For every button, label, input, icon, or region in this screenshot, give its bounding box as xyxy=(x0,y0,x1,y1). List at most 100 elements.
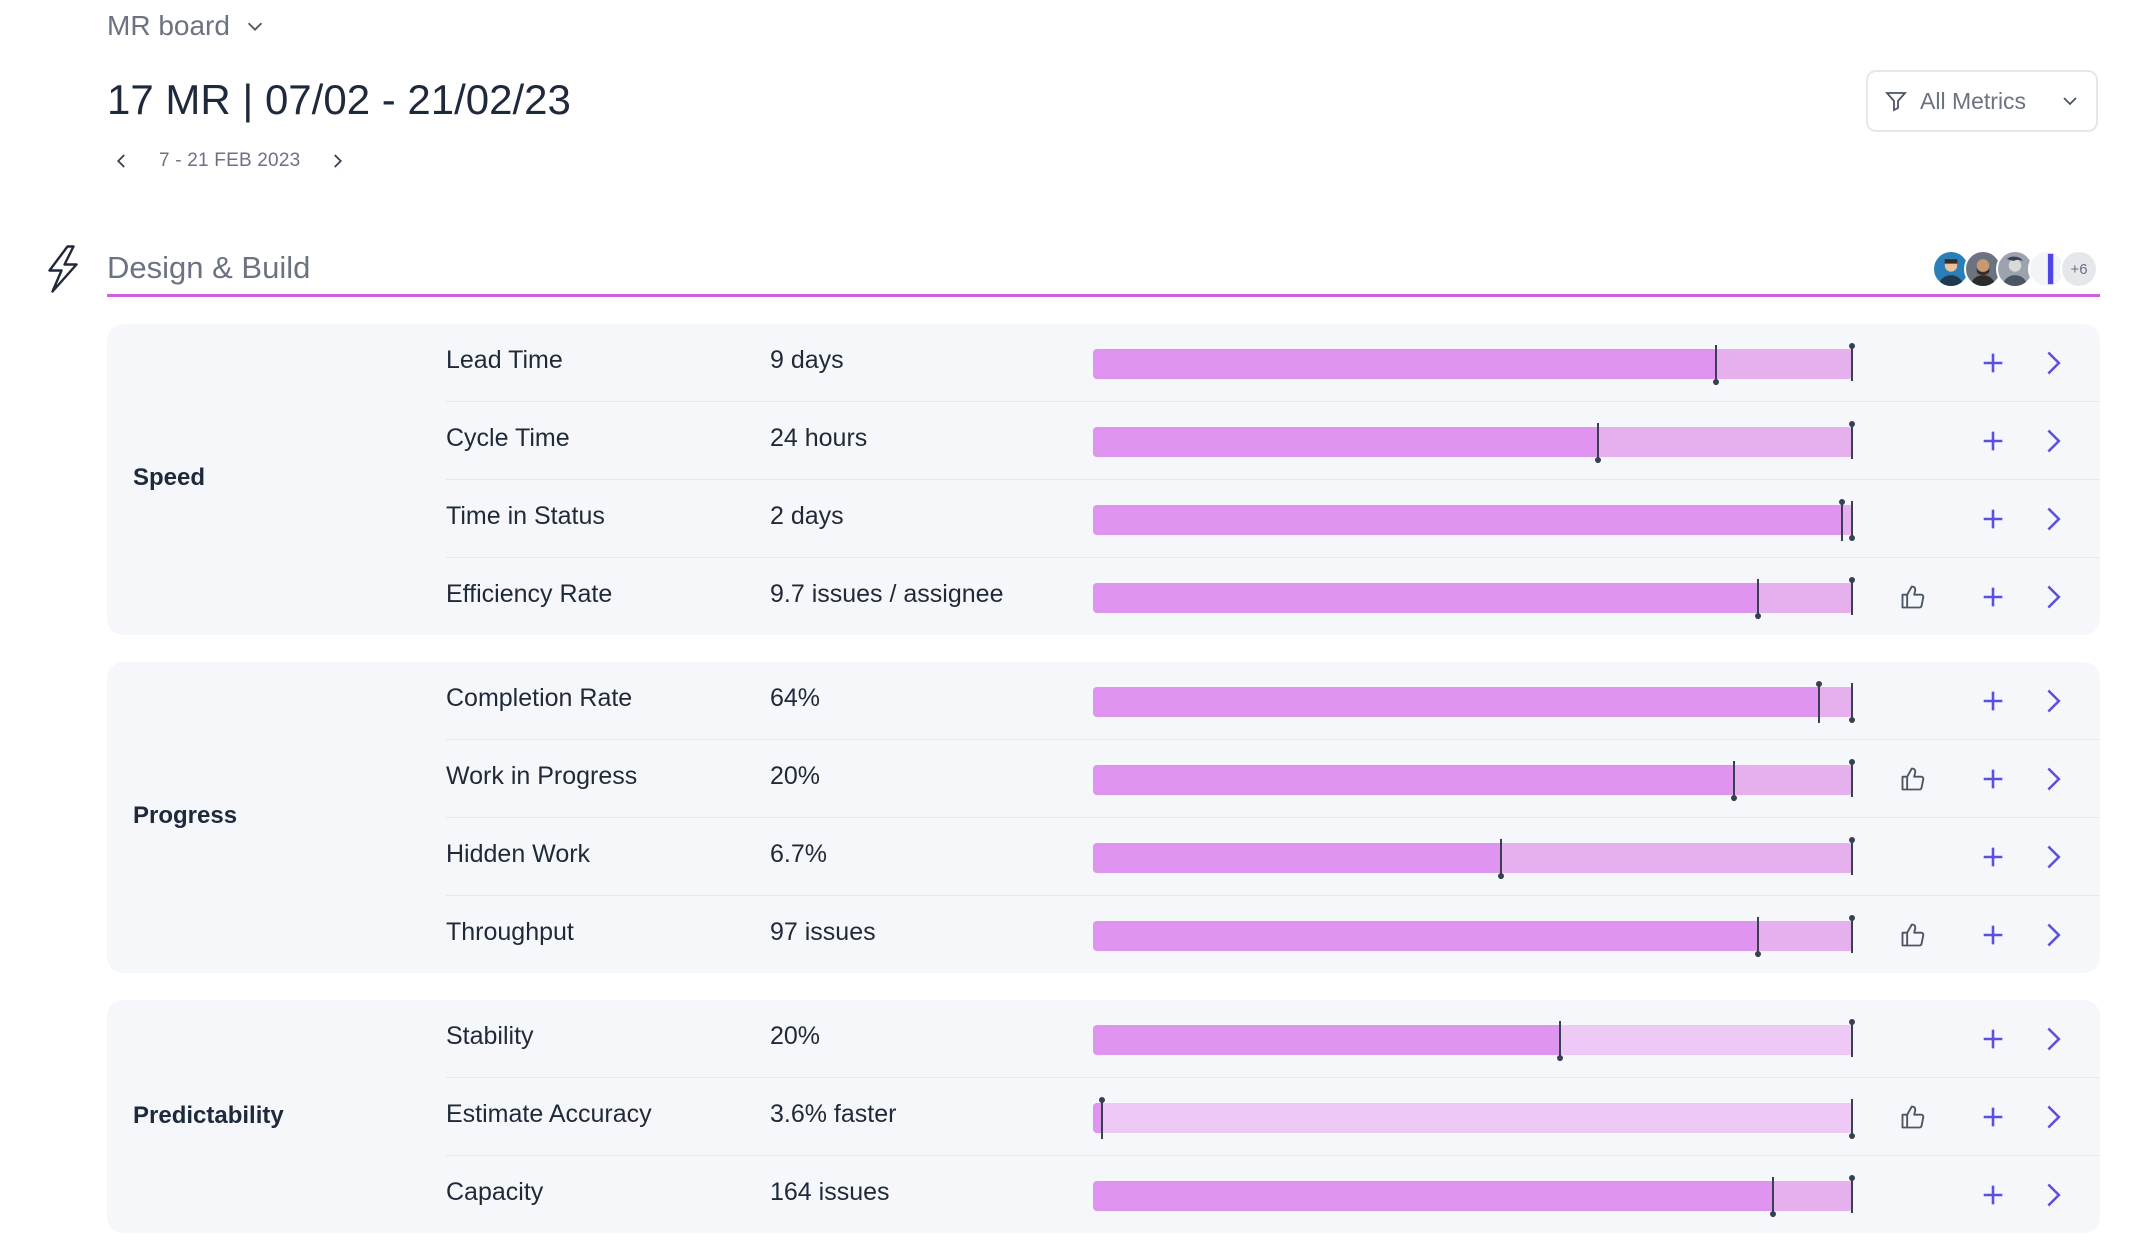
target-marker xyxy=(1851,423,1853,459)
avatar[interactable] xyxy=(1996,250,2034,288)
metric-value: 2 days xyxy=(770,502,844,530)
chevron-right-icon xyxy=(2047,923,2061,947)
open-metric-button[interactable] xyxy=(2033,759,2073,799)
chevron-right-icon xyxy=(2047,1105,2061,1129)
metric-value: 20% xyxy=(770,762,821,790)
plus-icon xyxy=(1983,587,2003,607)
metric-name: Efficiency Rate xyxy=(446,580,613,608)
open-metric-button[interactable] xyxy=(2033,1019,2073,1059)
group-progress: Progress Completion Rate 64% Work in Pro… xyxy=(107,662,2100,973)
current-marker-dot xyxy=(1099,1097,1106,1103)
current-marker xyxy=(1757,579,1759,619)
thumbs-up-icon xyxy=(1901,767,1925,791)
add-button[interactable] xyxy=(1973,421,2013,461)
target-marker xyxy=(1851,579,1853,615)
open-metric-button[interactable] xyxy=(2033,421,2073,461)
metric-name: Completion Rate xyxy=(446,684,633,712)
row-divider xyxy=(446,817,2100,818)
like-button[interactable] xyxy=(1893,1097,1933,1137)
row-divider xyxy=(446,1077,2100,1078)
open-metric-button[interactable] xyxy=(2033,837,2073,877)
add-button[interactable] xyxy=(1973,343,2013,383)
target-marker xyxy=(1851,501,1853,537)
current-marker-dot xyxy=(1755,613,1761,619)
plus-icon xyxy=(1983,847,2003,867)
current-marker-dot xyxy=(1498,873,1505,879)
add-button[interactable] xyxy=(1973,915,2013,955)
current-marker xyxy=(1559,1021,1562,1061)
target-marker xyxy=(1851,917,1853,953)
page-title: 17 MR | 07/02 - 21/02/23 xyxy=(107,76,571,123)
row-divider xyxy=(446,401,2100,402)
more-members-badge[interactable]: +6 xyxy=(2060,250,2098,288)
progress-fill xyxy=(1093,427,1599,457)
thumbs-up-icon xyxy=(1901,1105,1925,1129)
progress-fill xyxy=(1093,583,1758,613)
like-button[interactable] xyxy=(1893,915,1933,955)
group-predictability: Predictability Stability 20% Estimate Ac… xyxy=(107,1000,2100,1233)
metric-name: Work in Progress xyxy=(446,762,638,790)
add-button[interactable] xyxy=(1973,499,2013,539)
metric-value: 9 days xyxy=(770,346,844,374)
current-marker-dot xyxy=(1838,499,1845,505)
current-marker xyxy=(1757,917,1759,957)
metric-name: Capacity xyxy=(446,1178,544,1206)
open-metric-button[interactable] xyxy=(2033,577,2073,617)
previous-period-button[interactable] xyxy=(107,146,137,176)
chevron-right-icon xyxy=(2047,767,2061,791)
avatar[interactable] xyxy=(1964,250,2002,288)
add-button[interactable] xyxy=(1973,1019,2013,1059)
next-period-button[interactable] xyxy=(322,146,352,176)
open-metric-button[interactable] xyxy=(2033,681,2073,721)
metric-value: 24 hours xyxy=(770,424,868,452)
current-marker-dot xyxy=(1730,795,1737,801)
board-selector[interactable]: MR board xyxy=(107,10,266,42)
like-button[interactable] xyxy=(1893,577,1933,617)
open-metric-button[interactable] xyxy=(2033,343,2073,383)
add-button[interactable] xyxy=(1973,837,2013,877)
open-metric-button[interactable] xyxy=(2033,1175,2073,1215)
target-marker-dot xyxy=(1849,1175,1855,1181)
open-metric-button[interactable] xyxy=(2033,1097,2073,1137)
current-marker-dot xyxy=(1713,379,1720,385)
add-button[interactable] xyxy=(1973,577,2013,617)
plus-icon xyxy=(1983,353,2003,373)
metric-row: Cycle Time 24 hours xyxy=(107,402,2100,480)
target-marker xyxy=(1851,345,1853,381)
target-marker-dot xyxy=(1849,1019,1855,1025)
current-marker xyxy=(1500,839,1503,879)
metrics-filter-dropdown[interactable]: All Metrics xyxy=(1866,70,2098,132)
metric-row: Hidden Work 6.7% xyxy=(107,818,2100,896)
progress-fill xyxy=(1093,921,1758,951)
add-button[interactable] xyxy=(1973,1097,2013,1137)
open-metric-button[interactable] xyxy=(2033,499,2073,539)
chevron-right-icon xyxy=(2047,585,2061,609)
group-label: Progress xyxy=(133,802,238,829)
team-avatars[interactable]: +6 xyxy=(1932,250,2102,290)
current-marker-dot xyxy=(1770,1211,1777,1217)
open-metric-button[interactable] xyxy=(2033,915,2073,955)
metric-progress-bar xyxy=(1093,1019,1855,1061)
metric-name: Lead Time xyxy=(446,346,563,374)
date-range-label: 7 - 21 FEB 2023 xyxy=(159,150,301,171)
avatar[interactable] xyxy=(2028,250,2066,288)
metric-row: Efficiency Rate 9.7 issues / assignee xyxy=(107,558,2100,636)
like-button[interactable] xyxy=(1893,759,1933,799)
target-marker-dot xyxy=(1849,577,1855,583)
metric-row: Completion Rate 64% xyxy=(107,662,2100,740)
add-button[interactable] xyxy=(1973,681,2013,721)
row-divider xyxy=(446,895,2100,896)
add-button[interactable] xyxy=(1973,759,2013,799)
add-button[interactable] xyxy=(1973,1175,2013,1215)
avatar[interactable] xyxy=(1932,250,1970,288)
metric-row: Capacity 164 issues xyxy=(107,1156,2100,1234)
metric-row: Stability 20% xyxy=(107,1000,2100,1078)
thumbs-up-icon xyxy=(1901,923,1925,947)
section-divider xyxy=(107,294,2100,297)
person-icon xyxy=(1938,259,1964,286)
chevron-right-icon xyxy=(2047,351,2061,375)
plus-icon xyxy=(1983,1185,2003,1205)
progress-fill xyxy=(1093,1181,1774,1211)
filter-icon xyxy=(1885,92,1907,112)
chevron-right-icon xyxy=(2047,845,2061,869)
